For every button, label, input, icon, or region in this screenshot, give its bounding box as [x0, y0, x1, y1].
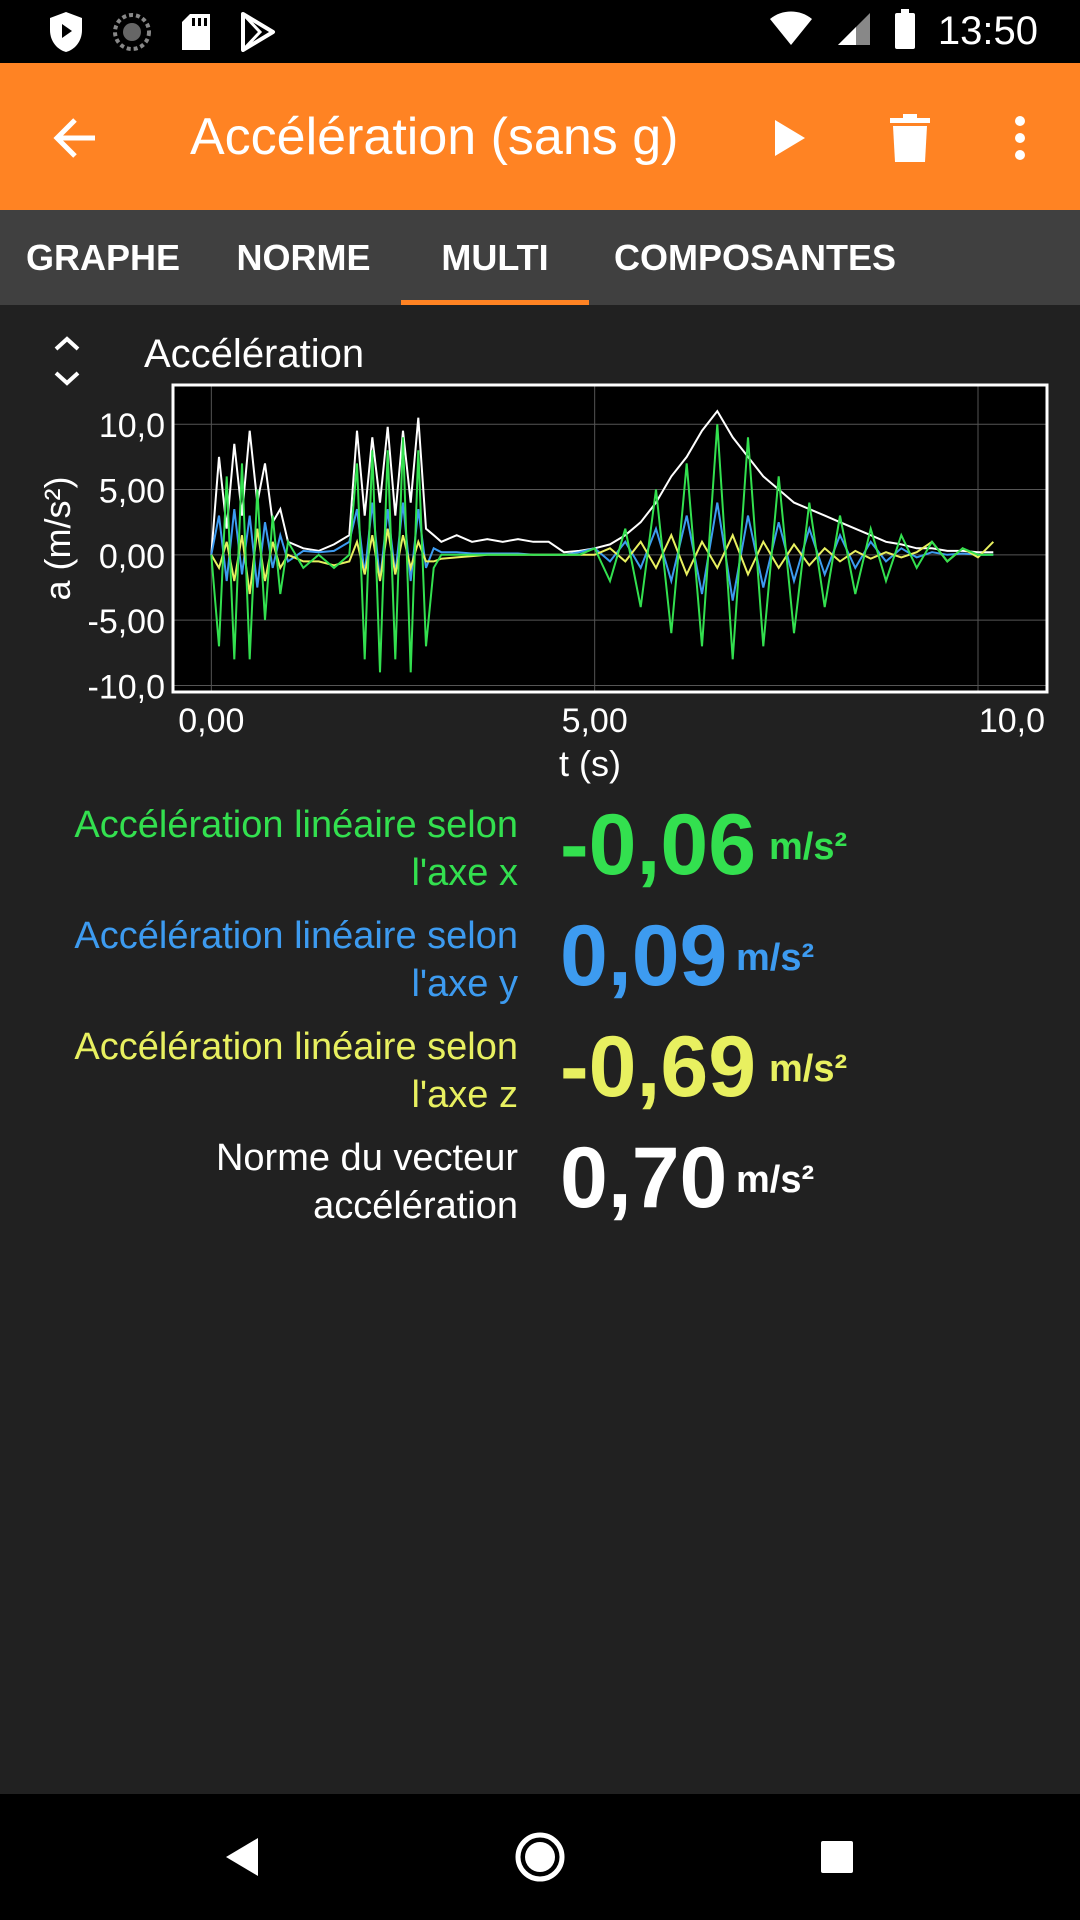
arrow-back-icon — [53, 118, 95, 158]
readout-z: Accélération linéaire selon l'axe z -0,6… — [0, 1017, 1080, 1127]
tab-norme[interactable]: NORME — [236, 237, 371, 278]
navigation-bar — [0, 1794, 1080, 1920]
readout-unit: m/s² — [736, 1159, 815, 1201]
graph-title: Accélération — [144, 332, 365, 376]
home-circle-icon — [515, 1832, 565, 1882]
series-line-0 — [210, 409, 994, 555]
tab-bar: GRAPHE NORME MULTI COMPOSANTES — [0, 210, 1080, 305]
y-tick-label: 10,0 — [99, 407, 165, 445]
readout-label-line2: l'axe x — [411, 852, 518, 894]
y-tick-label: -10,0 — [88, 668, 166, 706]
back-triangle-icon — [226, 1838, 258, 1876]
tab-multi[interactable]: MULTI — [401, 210, 589, 305]
plot-area — [173, 385, 1047, 692]
series-line-3 — [210, 424, 994, 673]
readout-value: -0,06 — [560, 797, 757, 893]
battery-icon — [894, 8, 916, 54]
recents-square-icon — [821, 1841, 853, 1873]
y-tick-label: 0,00 — [99, 538, 165, 576]
tab-composantes[interactable]: COMPOSANTES — [613, 237, 897, 278]
readout-value: -0,69 — [560, 1019, 757, 1115]
readout-label-line1: Accélération linéaire selon — [74, 1026, 518, 1068]
readout-x: Accélération linéaire selon l'axe x -0,0… — [0, 795, 1080, 905]
acceleration-chart[interactable]: 10,0 5,00 0,00 -5,00 -10,0 0,00 5,00 10,0 t (s) a… — [0, 380, 1080, 800]
readout-label: Accélération linéaire selon l'axe x — [0, 801, 518, 897]
readout-value: 0,09 — [560, 908, 728, 1004]
more-options-button[interactable] — [990, 103, 1050, 173]
readout-label-line1: Accélération linéaire selon — [74, 804, 518, 846]
readout-label-line2: accélération — [313, 1185, 518, 1227]
y-axis-label: a (m/s²) — [37, 477, 78, 601]
readout-label-line2: l'axe y — [411, 963, 518, 1005]
trash-icon — [890, 114, 930, 162]
readout-norm: Norme du vecteur accélération 0,70 m/s² — [0, 1128, 1080, 1238]
y-tick-label: 5,00 — [99, 473, 165, 511]
readout-unit: m/s² — [736, 937, 815, 979]
shield-icon — [48, 10, 84, 59]
x-tick-label: 5,00 — [562, 702, 628, 740]
tab-graphe[interactable]: GRAPHE — [25, 237, 181, 278]
readout-label: Norme du vecteur accélération — [0, 1134, 518, 1230]
readout-label-line2: l'axe z — [411, 1074, 518, 1116]
more-vert-icon — [1015, 116, 1025, 160]
readout-y: Accélération linéaire selon l'axe y 0,09… — [0, 906, 1080, 1016]
nav-recents-button[interactable] — [802, 1822, 872, 1892]
sync-icon — [112, 12, 152, 57]
status-time: 13:50 — [937, 9, 1038, 53]
expand-collapse-icon[interactable] — [44, 333, 90, 389]
nav-back-button[interactable] — [207, 1822, 277, 1892]
play-button[interactable] — [755, 103, 825, 173]
back-button[interactable] — [40, 103, 110, 173]
plot-frame — [171, 383, 1049, 694]
readout-unit: m/s² — [769, 1048, 848, 1090]
readout-value: 0,70 — [560, 1130, 728, 1226]
readout-label-line1: Norme du vecteur — [215, 1137, 518, 1179]
x-tick-label: 10,0 — [979, 702, 1045, 740]
readout-unit: m/s² — [769, 826, 848, 868]
signal-icon — [836, 11, 872, 52]
play-store-icon — [240, 12, 276, 57]
play-icon — [775, 120, 805, 156]
readout-label: Accélération linéaire selon l'axe z — [0, 1023, 518, 1119]
delete-button[interactable] — [875, 103, 945, 173]
status-bar: 13:50 — [0, 0, 1080, 63]
page-title: Accélération (sans g) — [190, 108, 679, 166]
app-bar: Accélération (sans g) — [0, 63, 1080, 210]
readout-label: Accélération linéaire selon l'axe y — [0, 912, 518, 1008]
readout-label-line1: Accélération linéaire selon — [74, 915, 518, 957]
sd-card-icon — [180, 12, 212, 57]
wifi-icon — [768, 11, 814, 52]
x-tick-label: 0,00 — [178, 702, 244, 740]
nav-home-button[interactable] — [505, 1822, 575, 1892]
x-axis-label: t (s) — [559, 743, 621, 784]
y-tick-label: -5,00 — [88, 603, 166, 641]
